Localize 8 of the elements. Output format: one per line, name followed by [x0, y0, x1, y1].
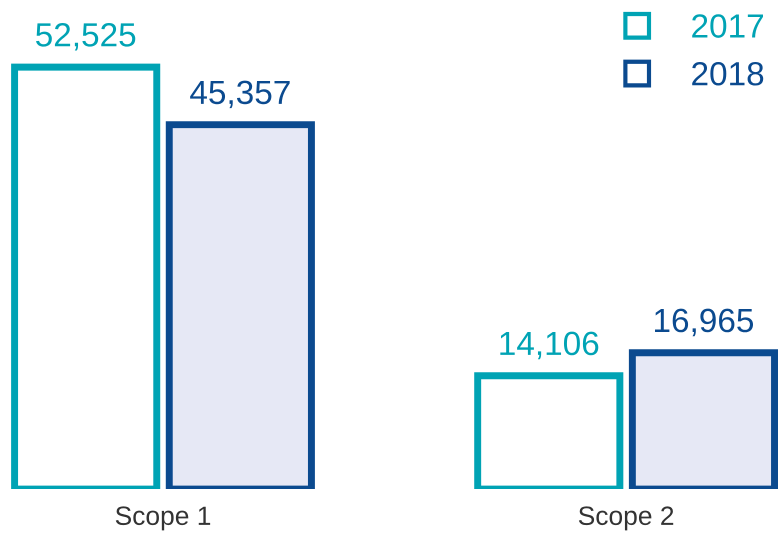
x-tick-label: Scope 1 — [116, 506, 210, 530]
legend-label: 2017 — [692, 14, 763, 38]
data-label: 14,106 — [500, 332, 598, 360]
x-tick-label: Scope 2 — [578, 506, 674, 530]
data-label: 45,357 — [190, 80, 290, 108]
data-label: 16,965 — [655, 308, 754, 336]
data-label: 52,525 — [36, 23, 136, 51]
legend-label: 2018 — [692, 62, 764, 86]
